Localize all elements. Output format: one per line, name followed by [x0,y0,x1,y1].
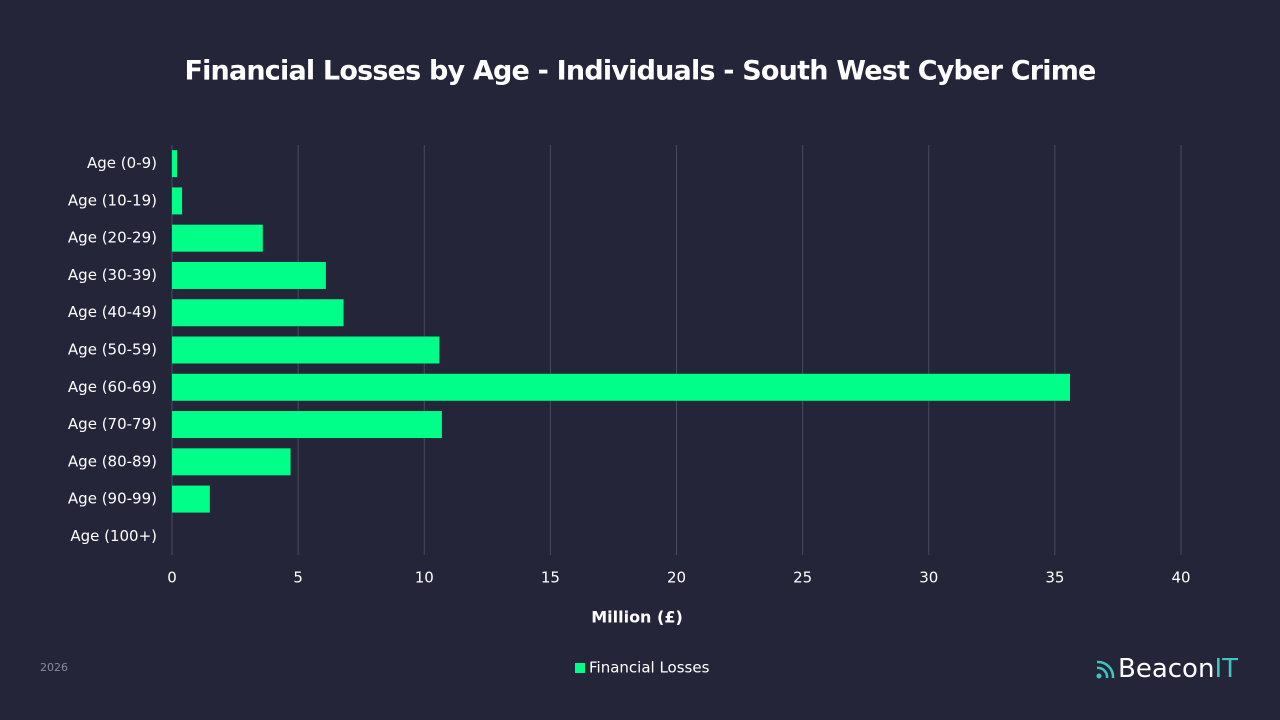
bar [172,299,344,327]
y-tick-label: Age (0-9) [87,154,157,172]
legend-swatch [575,663,585,673]
bar [172,373,1071,401]
bar [172,411,442,439]
x-tick-label: 35 [1045,569,1064,587]
x-tick-label: 0 [167,569,177,587]
footer-date: 2026 [40,661,68,674]
brand-logo: BeaconIT [1096,654,1238,684]
y-tick-label: Age (100+) [70,527,157,545]
bar [172,150,178,178]
bar [172,261,326,289]
y-tick-label: Age (10-19) [68,191,157,209]
y-tick-label: Age (90-99) [68,490,157,508]
y-tick-label: Age (20-29) [68,229,157,247]
bar [172,448,291,476]
y-tick-label: Age (60-69) [68,378,157,396]
brand-part: IT [1214,654,1238,684]
logo-dot [1096,673,1102,679]
y-tick-label: Age (30-39) [68,266,157,284]
bar [172,485,210,513]
bar [172,336,440,364]
x-tick-label: 5 [293,569,303,587]
y-tick-label: Age (70-79) [68,415,157,433]
brand-text: BeaconIT [1118,654,1238,684]
y-tick-label: Age (80-89) [68,452,157,470]
y-tick-label: Age (50-59) [68,341,157,359]
x-tick-label: 25 [793,569,812,587]
chart-title: Financial Losses by Age - Individuals - … [184,56,1095,87]
logo-waves [1096,660,1115,679]
bar [172,187,183,215]
bar [172,224,263,252]
y-tick-label: Age (40-49) [68,303,157,321]
brand-part: Beacon [1118,654,1214,684]
x-tick-label: 15 [541,569,560,587]
x-tick-label: 10 [415,569,434,587]
x-tick-label: 20 [667,569,686,587]
x-tick-label: 30 [919,569,938,587]
legend-label: Financial Losses [589,659,710,677]
x-tick-label: 40 [1171,569,1190,587]
x-axis-label: Million (£) [591,608,683,627]
